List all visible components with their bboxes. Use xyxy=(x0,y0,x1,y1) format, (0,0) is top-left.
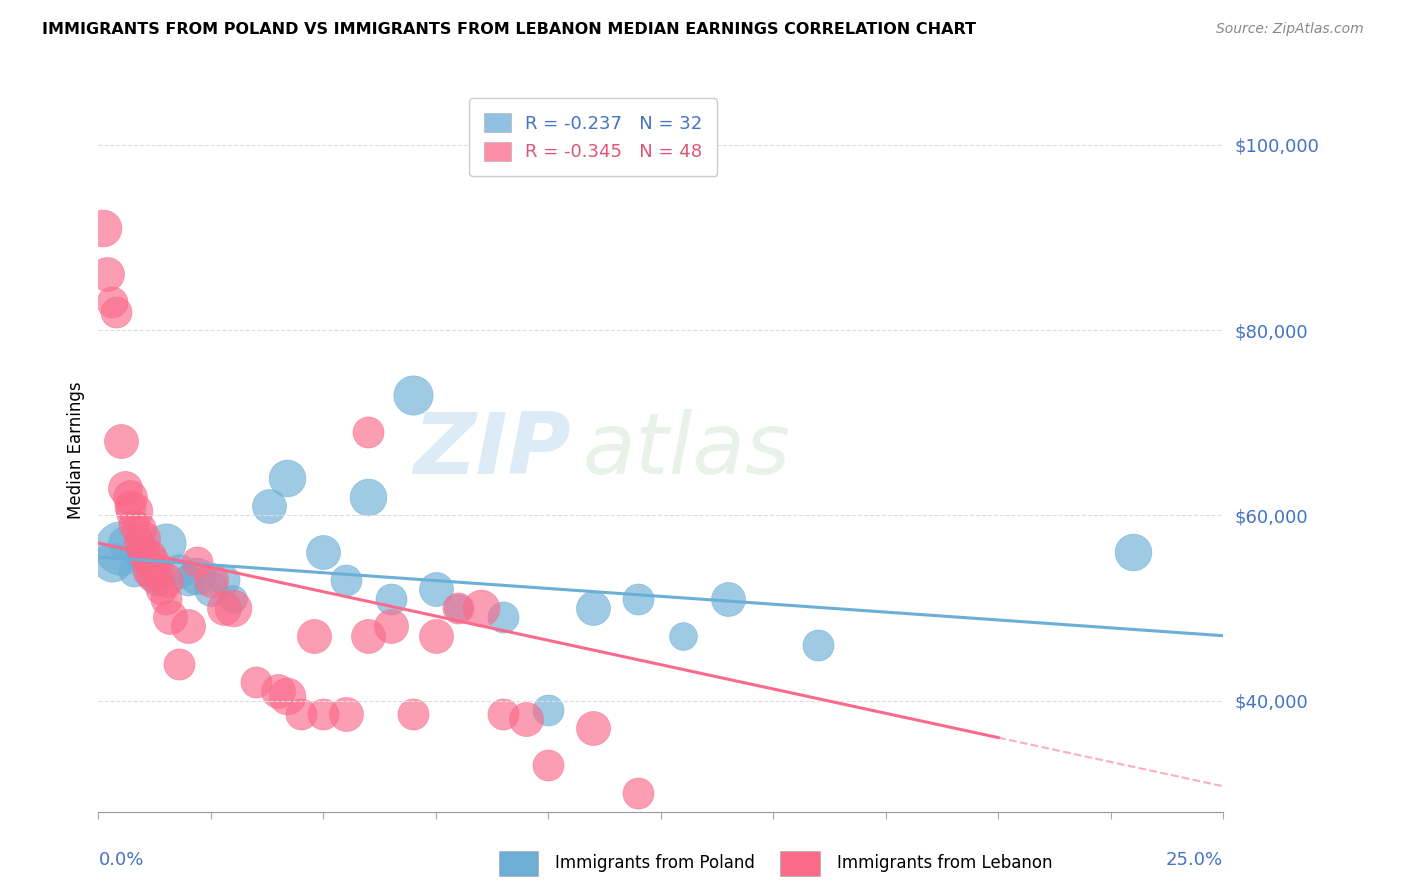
Point xyxy=(155,591,177,606)
Point xyxy=(304,629,326,643)
Point xyxy=(186,555,208,569)
Point xyxy=(627,786,650,800)
Point xyxy=(1122,545,1144,559)
Point xyxy=(177,619,200,633)
Point xyxy=(141,564,163,578)
Point xyxy=(132,532,155,546)
Point xyxy=(105,304,128,318)
Point xyxy=(96,268,118,282)
Point xyxy=(118,499,141,513)
Point xyxy=(91,221,114,235)
Point xyxy=(110,434,132,449)
Point xyxy=(582,601,605,615)
Point xyxy=(380,591,402,606)
Point xyxy=(380,619,402,633)
Point xyxy=(470,601,492,615)
Point xyxy=(169,564,191,578)
Point xyxy=(492,610,515,624)
Point xyxy=(582,722,605,736)
Point xyxy=(186,568,208,582)
Point xyxy=(141,568,163,582)
Point xyxy=(118,490,141,504)
Text: Immigrants from Poland: Immigrants from Poland xyxy=(555,855,755,872)
Point xyxy=(200,582,222,597)
Point xyxy=(807,638,830,652)
Point xyxy=(357,490,380,504)
Point xyxy=(425,629,447,643)
Point xyxy=(128,536,150,550)
Point xyxy=(447,601,470,615)
Point xyxy=(537,758,560,772)
Text: Source: ZipAtlas.com: Source: ZipAtlas.com xyxy=(1216,22,1364,37)
Point xyxy=(141,555,163,569)
Point xyxy=(146,573,169,587)
Point xyxy=(128,549,150,564)
Point xyxy=(124,564,146,578)
Point xyxy=(672,629,695,643)
Point xyxy=(222,601,245,615)
Point xyxy=(357,425,380,439)
Point xyxy=(159,610,181,624)
Point xyxy=(214,573,236,587)
Point xyxy=(114,481,136,495)
Text: atlas: atlas xyxy=(582,409,790,492)
Point xyxy=(276,471,298,485)
Point xyxy=(245,675,267,690)
Point xyxy=(114,536,136,550)
Point xyxy=(200,573,222,587)
Point xyxy=(537,703,560,717)
Point xyxy=(169,657,191,671)
Point xyxy=(177,573,200,587)
Point xyxy=(312,545,335,559)
Point xyxy=(214,601,236,615)
Point xyxy=(335,707,357,722)
Text: 0.0%: 0.0% xyxy=(98,851,143,869)
Point xyxy=(267,684,290,698)
Point xyxy=(402,707,425,722)
Point xyxy=(290,707,312,722)
Point xyxy=(124,517,146,532)
Point xyxy=(155,573,177,587)
Point xyxy=(402,388,425,402)
Point xyxy=(357,629,380,643)
Text: Immigrants from Lebanon: Immigrants from Lebanon xyxy=(837,855,1052,872)
Point xyxy=(425,582,447,597)
Y-axis label: Median Earnings: Median Earnings xyxy=(66,382,84,519)
Point xyxy=(717,591,740,606)
Text: 25.0%: 25.0% xyxy=(1166,851,1223,869)
Point xyxy=(259,499,281,513)
Point xyxy=(447,601,470,615)
Point xyxy=(124,503,146,517)
Legend: R = -0.237   N = 32, R = -0.345   N = 48: R = -0.237 N = 32, R = -0.345 N = 48 xyxy=(470,98,717,176)
Text: IMMIGRANTS FROM POLAND VS IMMIGRANTS FROM LEBANON MEDIAN EARNINGS CORRELATION CH: IMMIGRANTS FROM POLAND VS IMMIGRANTS FRO… xyxy=(42,22,976,37)
Point xyxy=(276,689,298,703)
Point xyxy=(515,712,537,726)
Point xyxy=(335,573,357,587)
Text: ZIP: ZIP xyxy=(413,409,571,492)
Point xyxy=(222,591,245,606)
Point xyxy=(627,591,650,606)
Point xyxy=(132,545,155,559)
Point xyxy=(492,707,515,722)
Point xyxy=(110,541,132,555)
Point xyxy=(146,564,169,578)
Point xyxy=(136,549,159,564)
Point xyxy=(132,545,155,559)
Point xyxy=(128,522,150,536)
Point xyxy=(312,707,335,722)
Point xyxy=(101,555,124,569)
Point xyxy=(150,582,173,597)
Point xyxy=(155,536,177,550)
Point xyxy=(101,295,124,310)
Point xyxy=(136,564,159,578)
